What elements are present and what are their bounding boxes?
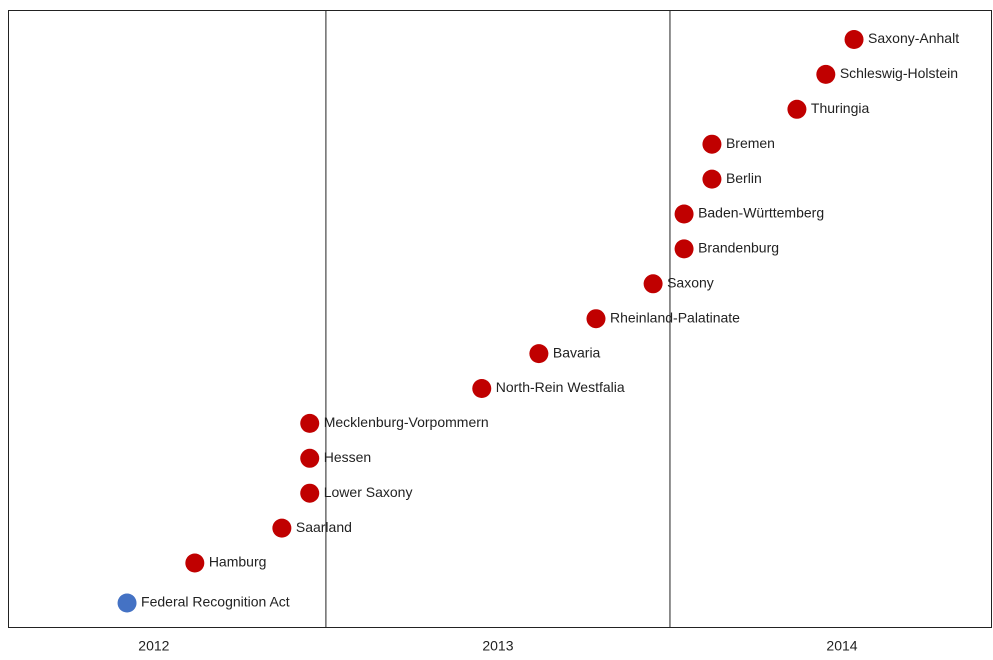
event-label: Bavaria — [553, 344, 601, 360]
event-label: Saxony-Anhalt — [868, 30, 959, 46]
event-point — [300, 413, 320, 433]
event-point — [643, 274, 663, 294]
event-label: Baden-Württemberg — [698, 205, 824, 221]
event-label: North-Rein Westfalia — [496, 379, 625, 395]
year-label: 2012 — [138, 638, 169, 654]
event-point — [586, 309, 606, 329]
event-label: Mecklenburg-Vorpommern — [324, 414, 489, 430]
year-label: 2014 — [826, 638, 857, 654]
event-point — [844, 30, 864, 49]
event-label: Saarland — [296, 519, 352, 535]
event-label: Berlin — [726, 170, 762, 186]
event-label: Bremen — [726, 135, 775, 151]
event-point — [472, 379, 492, 398]
event-label: Schleswig-Holstein — [840, 65, 958, 81]
event-point — [300, 483, 320, 503]
event-point — [787, 99, 807, 119]
event-point — [185, 553, 205, 573]
event-point — [117, 593, 137, 613]
plot-frame — [8, 10, 992, 628]
event-point — [272, 518, 292, 538]
event-point — [674, 204, 694, 224]
event-point — [529, 344, 549, 364]
event-label: Hessen — [324, 449, 371, 465]
year-label: 2013 — [482, 638, 513, 654]
event-label: Rheinland-Palatinate — [610, 309, 740, 325]
event-label: Federal Recognition Act — [141, 594, 290, 610]
event-label: Brandenburg — [698, 240, 779, 256]
event-point — [674, 239, 694, 259]
event-point — [300, 448, 320, 468]
event-point — [816, 64, 836, 84]
event-point — [702, 169, 722, 189]
event-label: Hamburg — [209, 554, 267, 570]
event-label: Thuringia — [811, 100, 870, 116]
event-label: Saxony — [667, 275, 714, 291]
event-point — [702, 134, 722, 154]
event-label: Lower Saxony — [324, 484, 413, 500]
